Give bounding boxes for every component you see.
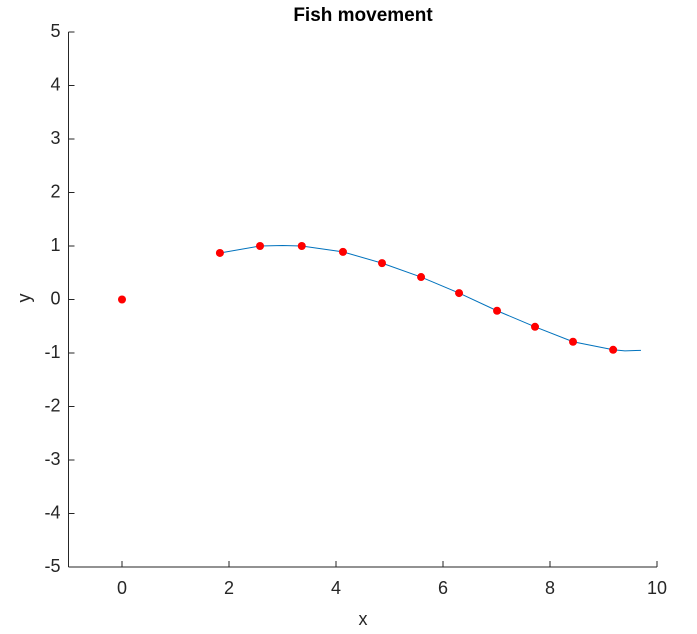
y-tick-label: 5 bbox=[50, 21, 60, 41]
y-tick-label: -5 bbox=[44, 556, 60, 576]
point bbox=[531, 322, 540, 331]
point bbox=[493, 306, 502, 315]
point bbox=[338, 247, 347, 256]
point bbox=[455, 289, 464, 298]
y-tick-label: -2 bbox=[44, 395, 60, 415]
x-tick-label: 0 bbox=[117, 578, 127, 598]
point bbox=[569, 337, 578, 346]
x-tick-label: 2 bbox=[224, 578, 234, 598]
chart-title: Fish movement bbox=[293, 5, 433, 26]
y-tick-label: 2 bbox=[50, 181, 60, 201]
x-tick-label: 8 bbox=[545, 578, 555, 598]
point bbox=[215, 248, 224, 257]
x-tick-label: 10 bbox=[647, 578, 667, 598]
point bbox=[378, 259, 387, 268]
point bbox=[256, 242, 265, 250]
y-tick-label: -4 bbox=[44, 502, 60, 522]
y-axis-label: y bbox=[14, 294, 34, 303]
line bbox=[219, 244, 641, 352]
y-tick-label: -3 bbox=[44, 449, 60, 469]
y-tick-label: 0 bbox=[50, 288, 60, 308]
point bbox=[417, 273, 426, 282]
y-tick-label: 4 bbox=[50, 74, 60, 94]
x-tick-label: 6 bbox=[438, 578, 448, 598]
y-tick-label: 3 bbox=[50, 128, 60, 148]
x-axis-label: x bbox=[359, 609, 368, 629]
point bbox=[609, 345, 618, 354]
y-tick-label: -1 bbox=[44, 342, 60, 362]
point bbox=[297, 242, 306, 250]
x-tick-label: 4 bbox=[331, 578, 341, 598]
point bbox=[118, 295, 126, 304]
y-tick-label: 1 bbox=[50, 235, 60, 255]
